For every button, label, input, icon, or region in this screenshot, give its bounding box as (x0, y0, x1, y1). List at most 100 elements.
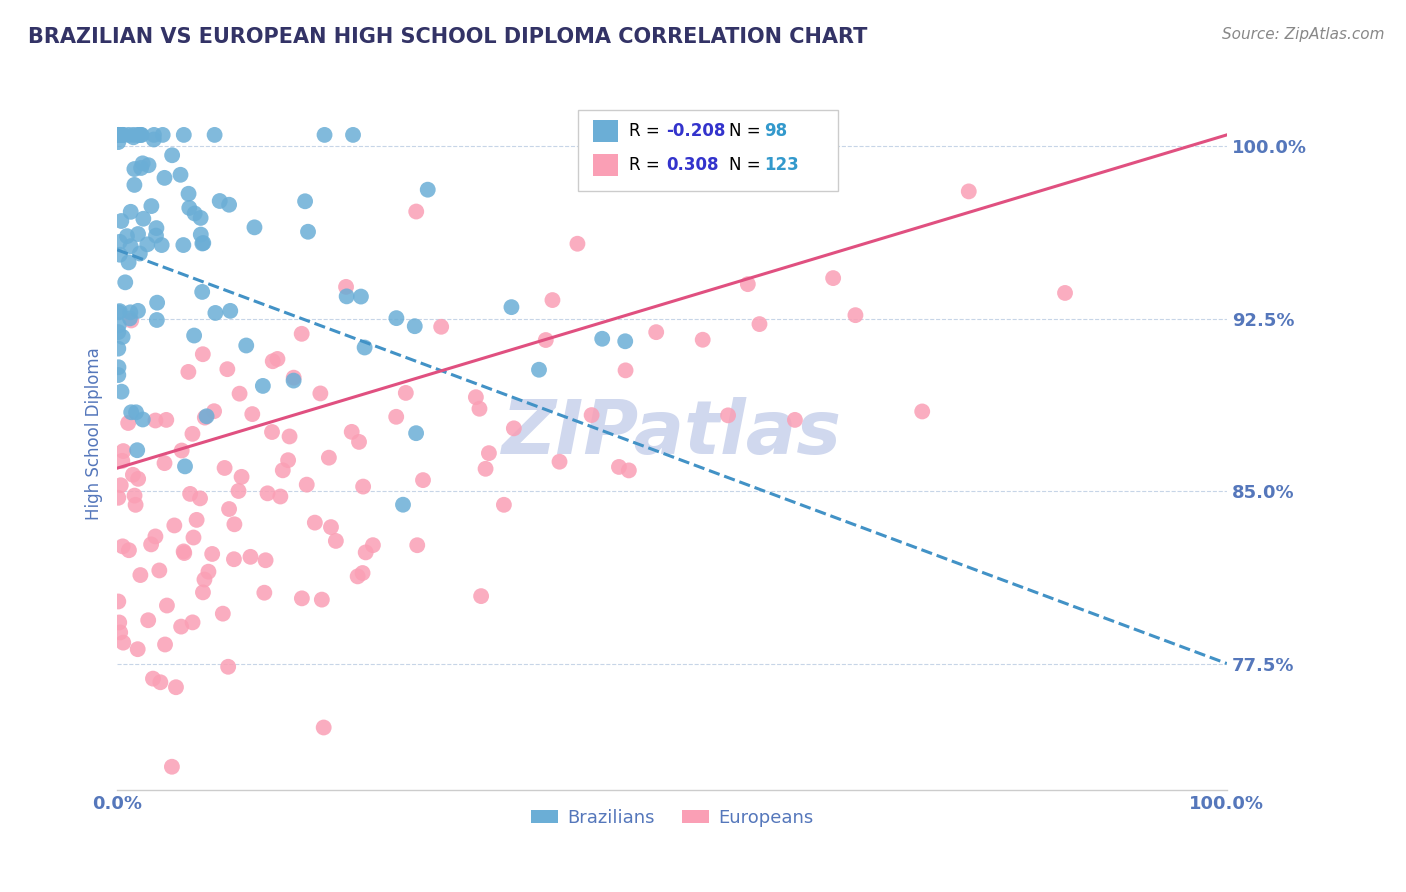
Point (297, 225, 319, 239)
Point (342, 128, 364, 142)
Point (405, 426, 427, 441)
Point (117, 255, 139, 269)
Point (253, 585, 276, 599)
Point (277, 453, 299, 467)
Point (224, 517, 246, 532)
Point (614, 334, 637, 349)
Point (191, 585, 214, 599)
Point (218, 198, 240, 212)
Point (748, 317, 770, 331)
Point (111, 128, 134, 142)
Bar (593, 120, 617, 142)
Point (107, 594, 129, 608)
Text: 0.308: 0.308 (666, 156, 718, 174)
Text: 98: 98 (763, 122, 787, 140)
Text: 123: 123 (763, 156, 799, 174)
Point (112, 128, 135, 142)
Point (107, 491, 129, 505)
Point (110, 128, 132, 142)
Point (295, 477, 318, 491)
Text: N =: N = (728, 122, 765, 140)
Point (193, 235, 215, 250)
Point (179, 201, 201, 215)
FancyBboxPatch shape (578, 110, 838, 192)
Point (127, 472, 149, 486)
Point (283, 374, 305, 388)
Text: -0.208: -0.208 (666, 122, 725, 140)
Point (136, 613, 159, 627)
Point (145, 413, 167, 427)
Point (117, 128, 139, 142)
Point (111, 454, 134, 468)
Point (145, 221, 167, 235)
Point (131, 156, 153, 170)
Point (692, 333, 714, 347)
Point (108, 304, 131, 318)
Point (111, 540, 134, 554)
Point (350, 289, 373, 303)
Point (129, 128, 152, 142)
Point (406, 538, 429, 552)
Point (173, 546, 195, 560)
Point (122, 128, 145, 142)
Point (124, 161, 146, 176)
Point (127, 227, 149, 241)
Point (155, 413, 177, 427)
Point (181, 615, 204, 630)
Point (141, 199, 163, 213)
Point (125, 405, 148, 419)
Point (169, 168, 191, 182)
Point (153, 170, 176, 185)
Point (335, 280, 357, 294)
Point (132, 412, 155, 426)
Point (204, 128, 226, 142)
Point (107, 325, 129, 339)
Point (352, 566, 374, 580)
Point (219, 304, 242, 318)
Point (191, 347, 214, 361)
Point (202, 404, 225, 418)
Point (404, 319, 426, 334)
Point (262, 354, 284, 368)
Point (352, 479, 374, 493)
Point (957, 185, 980, 199)
Point (607, 459, 630, 474)
Point (108, 305, 131, 319)
Point (385, 311, 408, 326)
Text: R =: R = (628, 122, 665, 140)
Text: BRAZILIAN VS EUROPEAN HIGH SCHOOL DIPLOMA CORRELATION CHART: BRAZILIAN VS EUROPEAN HIGH SCHOOL DIPLOM… (28, 27, 868, 46)
Point (278, 429, 301, 443)
Point (228, 483, 250, 498)
Point (120, 305, 142, 319)
Point (160, 148, 183, 162)
Point (208, 194, 231, 208)
Point (136, 237, 159, 252)
Point (197, 565, 219, 579)
Point (120, 313, 142, 327)
Point (107, 318, 129, 333)
Point (179, 487, 201, 501)
Point (256, 486, 278, 500)
Point (112, 635, 135, 649)
Point (107, 342, 129, 356)
Point (128, 246, 150, 260)
Point (294, 194, 316, 209)
Point (183, 531, 205, 545)
Point (181, 426, 204, 441)
Point (291, 326, 314, 341)
Point (385, 409, 408, 424)
Point (127, 642, 149, 657)
Point (170, 443, 193, 458)
Point (120, 204, 142, 219)
Point (228, 386, 250, 401)
Point (148, 564, 170, 578)
Point (336, 289, 359, 303)
Point (231, 470, 253, 484)
Point (163, 518, 186, 533)
Point (217, 660, 239, 674)
Point (823, 271, 845, 285)
Point (149, 675, 172, 690)
Point (146, 313, 169, 327)
Point (122, 130, 145, 145)
Point (534, 333, 557, 347)
